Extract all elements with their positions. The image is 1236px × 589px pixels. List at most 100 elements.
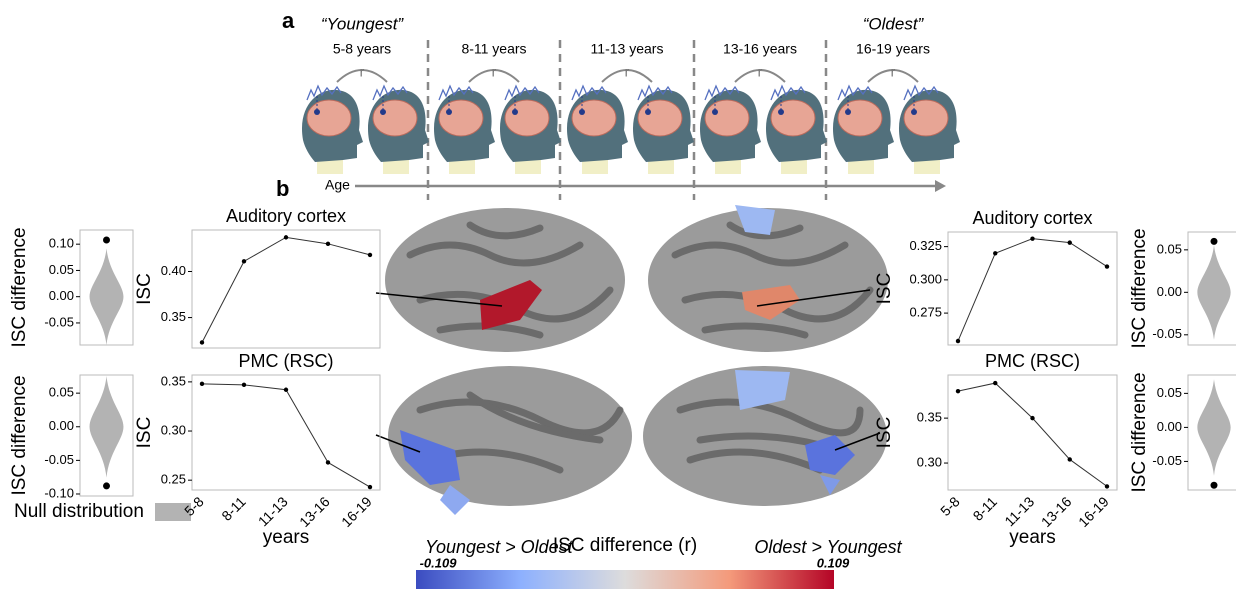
neck <box>648 160 674 174</box>
brain-surfaces <box>385 205 888 515</box>
chart-title: PMC (RSC) <box>239 351 334 371</box>
y-tick-label: 0.00 <box>49 288 74 303</box>
neck <box>515 160 541 174</box>
point <box>993 251 997 255</box>
point <box>242 383 246 387</box>
x-tick-label: 11-13 <box>255 493 291 529</box>
null-distribution <box>90 248 124 345</box>
neck <box>383 160 409 174</box>
y-tick-label: 0.00 <box>49 418 74 433</box>
y-tick-label: 0.35 <box>917 410 942 425</box>
point <box>1105 484 1109 488</box>
x-tick-label: 13-16 <box>296 493 333 530</box>
y-tick-label: -0.05 <box>1152 453 1182 468</box>
x-tick-label: 5-8 <box>937 493 963 519</box>
brain <box>771 100 815 136</box>
y-axis-label: ISC <box>134 417 155 449</box>
age-group: 11-13 years <box>591 41 664 57</box>
point <box>368 485 372 489</box>
y-axis-label: ISC <box>874 273 895 305</box>
figure: a Age r5-8 years“Youngest”r8-11 yearsr11… <box>0 0 1236 589</box>
y-tick-label: -0.05 <box>1152 326 1182 341</box>
y-tick-label: 0.40 <box>161 263 186 278</box>
plot-frame <box>948 375 1117 490</box>
neck <box>914 160 940 174</box>
observed-point <box>103 482 110 489</box>
point <box>326 242 330 246</box>
null-distribution <box>90 376 124 478</box>
correlation-label: r <box>625 64 630 80</box>
group-tag: “Oldest” <box>863 14 925 33</box>
panel-label: b <box>276 176 289 201</box>
colorbar <box>416 570 834 589</box>
point <box>200 382 204 386</box>
x-tick-label: 11-13 <box>1001 493 1037 529</box>
point <box>956 389 960 393</box>
age-arrow <box>935 180 946 192</box>
null-distribution <box>1197 245 1230 340</box>
x-axis-label: years <box>1009 527 1055 548</box>
correlation-label: r <box>492 64 497 80</box>
y-axis-label: ISC difference <box>9 375 30 495</box>
neck <box>848 160 874 174</box>
line <box>202 237 370 342</box>
y-axis-label: ISC difference <box>1129 372 1150 492</box>
y-axis-label: ISC <box>134 273 155 305</box>
y-tick-label: -0.10 <box>44 485 74 500</box>
point <box>1068 240 1072 244</box>
point <box>1105 264 1109 268</box>
y-tick-label: 0.30 <box>161 422 186 437</box>
chart-title: Auditory cortex <box>226 206 346 226</box>
y-tick-label: 0.275 <box>909 305 942 320</box>
age-group: 13-16 years <box>723 41 797 57</box>
colorbar-left-label: Youngest > Oldest <box>425 537 574 557</box>
point <box>1030 416 1034 420</box>
neck <box>715 160 741 174</box>
y-tick-label: -0.05 <box>44 314 74 329</box>
panel-label: a <box>282 8 295 33</box>
point <box>368 253 372 257</box>
y-tick-label: 0.05 <box>49 262 74 277</box>
head-pairs: r5-8 years“Youngest”r8-11 yearsr11-13 ye… <box>302 14 960 174</box>
observed-point <box>1211 482 1218 489</box>
point <box>1030 236 1034 240</box>
point <box>284 388 288 392</box>
brain <box>572 100 616 136</box>
point <box>284 235 288 239</box>
y-tick-label: 0.300 <box>909 271 942 286</box>
y-axis-label: ISC difference <box>1129 228 1150 348</box>
line <box>202 384 370 487</box>
line <box>958 239 1107 341</box>
y-axis-label: ISC <box>874 417 895 449</box>
y-tick-label: 0.35 <box>161 309 186 324</box>
colorbar-min: -0.109 <box>420 555 458 570</box>
brain <box>307 100 351 136</box>
brain <box>838 100 882 136</box>
y-tick-label: 0.05 <box>1157 385 1182 400</box>
x-tick-label: 8-11 <box>218 493 249 524</box>
correlation-label: r <box>891 64 896 80</box>
plot-frame <box>948 232 1117 345</box>
brain <box>439 100 483 136</box>
point <box>242 259 246 263</box>
brain <box>373 100 417 136</box>
plot-frame <box>192 375 380 490</box>
correlation-label: r <box>758 64 763 80</box>
brain <box>505 100 549 136</box>
null-distribution <box>1197 379 1230 476</box>
figure-canvas: a Age r5-8 years“Youngest”r8-11 yearsr11… <box>0 0 1236 589</box>
brain <box>705 100 749 136</box>
neck <box>582 160 608 174</box>
y-tick-label: 0.00 <box>1157 419 1182 434</box>
age-group: 8-11 years <box>461 41 526 57</box>
y-tick-label: -0.05 <box>44 452 74 467</box>
x-tick-label: 16-19 <box>338 493 375 530</box>
x-axis-label: years <box>263 527 309 548</box>
chart-title: PMC (RSC) <box>985 351 1080 371</box>
x-tick-label: 13-16 <box>1038 493 1075 530</box>
x-tick-label: 16-19 <box>1075 493 1112 530</box>
point <box>956 339 960 343</box>
point <box>200 340 204 344</box>
y-tick-label: 0.30 <box>917 454 942 469</box>
y-tick-label: 0.10 <box>49 236 74 251</box>
